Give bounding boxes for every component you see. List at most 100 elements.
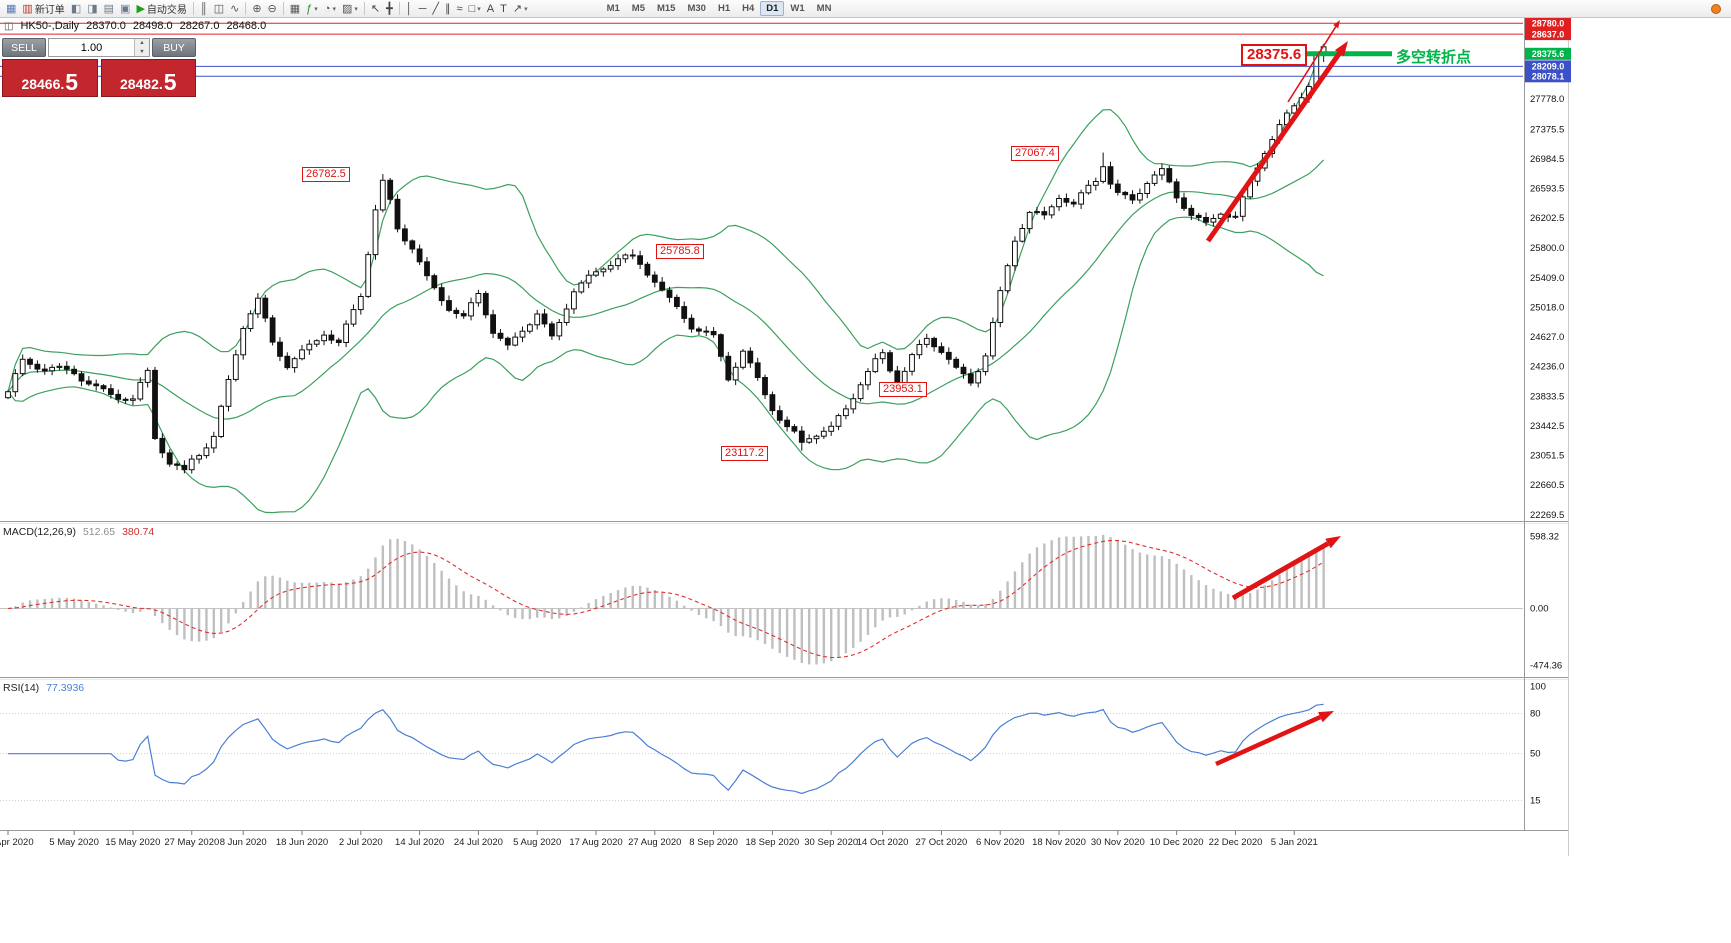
ohlc-high: 28498.0 <box>132 20 173 32</box>
svg-text:28637.0: 28637.0 <box>1532 29 1565 39</box>
ask-price-box[interactable]: 28482. 5 <box>100 59 196 97</box>
svg-text:50: 50 <box>1530 749 1541 760</box>
timeframe-m30-button[interactable]: M30 <box>687 3 706 14</box>
new-order-button-label: 新订单 <box>34 5 65 16</box>
toolbar-separator <box>245 2 247 15</box>
buy-button[interactable]: BUY <box>152 38 196 57</box>
autotrading-button-label: 自动交易 <box>146 5 187 16</box>
timeframe-mn-button[interactable]: MN <box>816 3 832 14</box>
trend-arrow-thin[interactable] <box>1287 26 1337 103</box>
svg-text:26984.5: 26984.5 <box>1530 154 1564 165</box>
line-chart-button[interactable]: ∿ <box>227 1 242 17</box>
autotrading-button[interactable]: ▶ 自动交易 <box>133 1 189 17</box>
templates-button[interactable]: ▨ ▾ <box>339 1 361 17</box>
fibonacci-button[interactable]: ≈ <box>454 1 466 17</box>
periods-button[interactable]: ◔ ▾ <box>321 1 339 17</box>
trend-arrow-rsi[interactable] <box>1215 715 1322 767</box>
svg-text:17 Aug 2020: 17 Aug 2020 <box>569 837 622 848</box>
zoom-in-button[interactable]: ⊕ <box>249 1 264 17</box>
timeframe-m15-button[interactable]: M15 <box>656 3 676 14</box>
rsi-name: RSI(14) <box>3 682 40 694</box>
crosshair-icon: ╋ <box>386 2 393 15</box>
timeframe-d1-button[interactable]: D1 <box>760 1 785 16</box>
shapes-button[interactable]: □ ▾ <box>466 1 484 17</box>
terminal-button[interactable]: ▣ <box>117 1 133 17</box>
bid-price-box[interactable]: 28466. 5 <box>2 59 98 97</box>
vertical-line-button[interactable]: │ <box>403 1 416 17</box>
navigator-button[interactable]: ▤ <box>101 1 117 17</box>
ohlc-low: 28267.0 <box>179 20 220 32</box>
bar-chart-button[interactable]: ║ <box>197 1 211 17</box>
arrows-icon: ↗ <box>512 2 523 15</box>
svg-text:25018.0: 25018.0 <box>1530 302 1564 313</box>
swing-price-flag[interactable]: 27067.4 <box>1011 146 1059 161</box>
crosshair-button[interactable]: ╋ <box>383 1 396 17</box>
chart-window-button[interactable]: ▦ <box>3 1 19 17</box>
tile-windows-icon: ▦ <box>289 2 301 15</box>
turning-point-note[interactable]: 多空转折点 <box>1396 49 1472 66</box>
tile-windows-button[interactable]: ▦ <box>287 1 303 17</box>
ohlc-open: 28370.0 <box>86 20 126 32</box>
ohlc-close: 28468.0 <box>226 20 267 32</box>
chevron-down-icon: ▾ <box>314 5 318 13</box>
new-order-icon: ▥ <box>22 2 33 15</box>
candles-layer <box>5 44 1327 474</box>
rsi-indicator-label: RSI(14) 77.3936 <box>3 682 84 694</box>
swing-price-flag[interactable]: 23953.1 <box>879 382 927 397</box>
svg-text:6 Nov 2020: 6 Nov 2020 <box>976 837 1025 848</box>
svg-text:8 Jun 2020: 8 Jun 2020 <box>220 837 267 848</box>
timeframe-h4-button[interactable]: H4 <box>742 3 755 14</box>
price-axis[interactable]: 27778.0 27375.5 26984.5 26593.5 26202.5 25800… <box>1525 17 1571 807</box>
svg-text:23833.5: 23833.5 <box>1530 392 1564 403</box>
lot-increase-button[interactable]: ▲ <box>135 39 149 48</box>
lot-size-input[interactable] <box>49 39 134 56</box>
sell-button[interactable]: SELL <box>2 38 46 57</box>
macd-indicator-label: MACD(12,26,9) 512.65 380.74 <box>3 526 154 538</box>
arrows-button[interactable]: ↗ ▾ <box>510 1 531 17</box>
lot-size-stepper: ▲ ▼ <box>48 38 150 57</box>
svg-text:24 Apr 2020: 24 Apr 2020 <box>0 837 34 848</box>
current-level-flag[interactable]: 28375.6 <box>1241 44 1308 66</box>
text-label-button[interactable]: T <box>497 1 510 17</box>
data-window-button[interactable]: ◨ <box>84 1 100 17</box>
svg-text:30 Sep 2020: 30 Sep 2020 <box>804 837 858 848</box>
svg-text:28209.0: 28209.0 <box>1532 62 1565 72</box>
zoom-in-icon: ⊕ <box>252 2 262 15</box>
svg-text:2 Jul 2020: 2 Jul 2020 <box>339 837 383 848</box>
candlestick-chart-button[interactable]: ◫ <box>211 1 227 17</box>
new-order-button[interactable]: ▥ 新订单 <box>19 1 67 17</box>
zoom-out-icon: ⊖ <box>267 2 277 15</box>
trend-arrow-macd[interactable] <box>1231 541 1330 601</box>
bar-chart-icon: ║ <box>199 2 208 15</box>
channel-button[interactable]: ∥ <box>442 1 454 17</box>
svg-text:28780.0: 28780.0 <box>1532 19 1565 29</box>
market-watch-button[interactable]: ◧ <box>68 1 84 17</box>
time-axis[interactable]: 24 Apr 2020 5 May 2020 15 May 2020 27 May 2… <box>0 831 1318 848</box>
bollinger-upper-line <box>7 43 1325 392</box>
indicators-button[interactable]: ƒ ▾ <box>303 1 321 17</box>
cursor-button[interactable]: ↖ <box>368 1 383 17</box>
horizontal-line-button[interactable]: ─ <box>416 1 430 17</box>
timeframe-m5-button[interactable]: M5 <box>631 3 645 14</box>
zoom-out-button[interactable]: ⊖ <box>265 1 280 17</box>
svg-text:0.00: 0.00 <box>1530 603 1549 614</box>
macd-signal-value: 380.74 <box>122 526 155 538</box>
market-watch-icon: ◧ <box>70 2 82 15</box>
swing-price-flag[interactable]: 26782.5 <box>302 167 350 182</box>
lot-decrease-button[interactable]: ▼ <box>135 47 149 56</box>
timeframe-w1-button[interactable]: W1 <box>790 3 805 14</box>
swing-price-flag[interactable]: 25785.8 <box>656 244 704 259</box>
trend-arrow-main[interactable] <box>1205 51 1342 243</box>
text-button[interactable]: A <box>484 1 497 17</box>
notification-icon[interactable] <box>1711 4 1721 14</box>
svg-text:14 Oct 2020: 14 Oct 2020 <box>857 837 909 848</box>
svg-text:22660.5: 22660.5 <box>1530 480 1564 491</box>
svg-text:10 Dec 2020: 10 Dec 2020 <box>1150 837 1204 848</box>
trendline-button[interactable]: ╱ <box>429 1 442 17</box>
swing-price-flag[interactable]: 23117.2 <box>721 446 768 461</box>
toolbar: ▦ ▥ 新订单 ◧ ◨ ▤ ▣ ▶ 自动交易 ║ ◫ ∿ ⊕ ⊖ ▦ ƒ ▾ ◔ ▾ ▨ ▾ ↖ ╋ │ ─ ╱ ∥ ≈ □ ▾ A T ↗ ▾ M… <box>0 0 1731 18</box>
svg-text:5 Jan 2021: 5 Jan 2021 <box>1271 837 1318 848</box>
timeframe-m1-button[interactable]: M1 <box>606 3 620 14</box>
timeframe-h1-button[interactable]: H1 <box>717 3 731 14</box>
